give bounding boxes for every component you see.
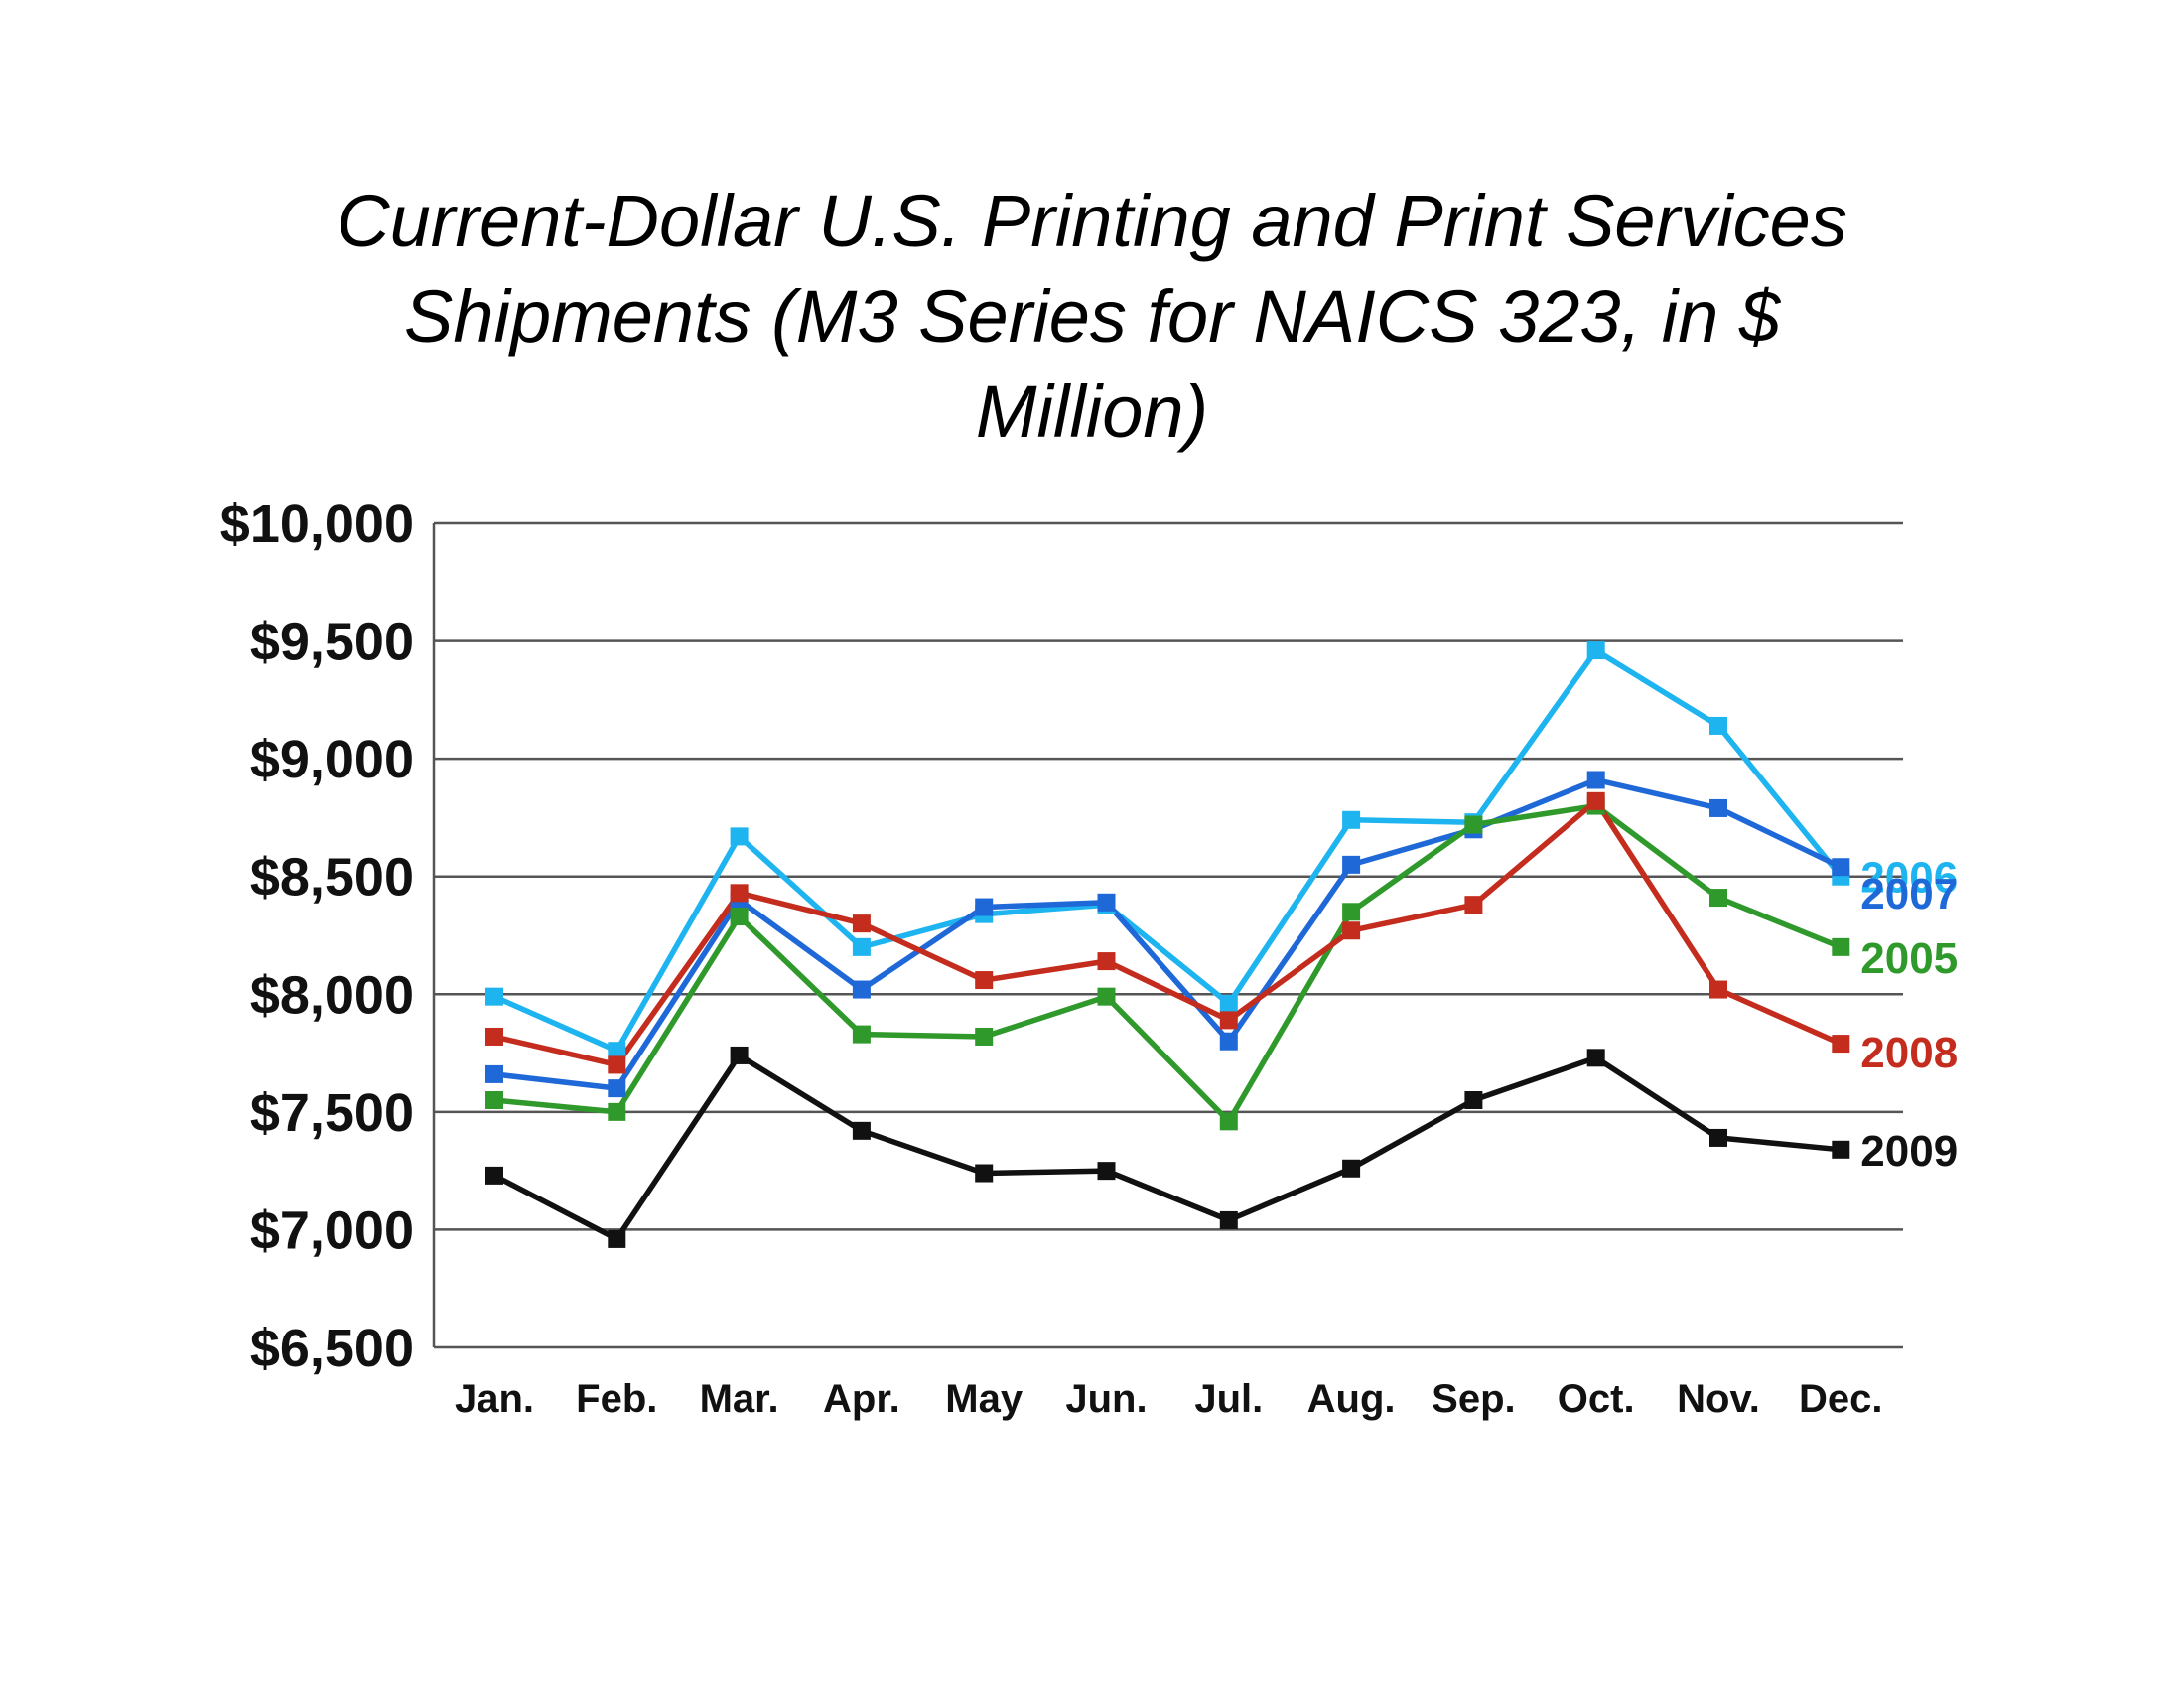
x-tick-label-4: May xyxy=(945,1377,1024,1421)
marker-2007-1 xyxy=(608,1079,626,1098)
marker-2009-10 xyxy=(1709,1128,1727,1147)
marker-2007-4 xyxy=(975,898,994,916)
marker-2006-3 xyxy=(852,937,871,956)
series-lines xyxy=(492,647,1843,1242)
marker-2008-9 xyxy=(1586,791,1605,810)
marker-2006-9 xyxy=(1586,641,1605,660)
marker-2005-3 xyxy=(852,1025,871,1044)
y-axis-ticks: $10,000 $9,500 $9,000 $8,500 $8,000 $7,500 $7,… xyxy=(220,494,414,1378)
marker-2008-0 xyxy=(485,1027,503,1046)
y-tick-label-8500: $8,500 xyxy=(250,848,414,908)
marker-2008-1 xyxy=(608,1055,626,1074)
marker-2005-0 xyxy=(485,1091,503,1109)
marker-2006-10 xyxy=(1709,716,1727,735)
marker-2009-3 xyxy=(852,1121,871,1140)
series-line-2007 xyxy=(493,776,1843,1091)
marker-2005-6 xyxy=(1219,1112,1238,1131)
marker-2009-1 xyxy=(608,1229,626,1248)
marker-2008-6 xyxy=(1219,1011,1238,1030)
marker-2009-8 xyxy=(1464,1091,1483,1109)
marker-2008-8 xyxy=(1464,896,1483,914)
marker-2007-6 xyxy=(1219,1032,1238,1051)
marker-2005-1 xyxy=(608,1102,626,1121)
marker-2005-2 xyxy=(730,908,749,926)
marker-2009-2 xyxy=(730,1046,749,1064)
series-label-2009: 2009 xyxy=(1860,1127,1958,1176)
x-tick-label-0: Jan. xyxy=(455,1377,534,1421)
x-tick-label-2: Mar. xyxy=(700,1377,779,1421)
chart-title-line-2: Shipments (M3 Series for NAICS 323, in $ xyxy=(403,275,1781,357)
y-tick-label-9000: $9,000 xyxy=(250,730,414,789)
chart-title: Current-Dollar U.S. Printing and Print S… xyxy=(159,174,2025,460)
marker-2007-3 xyxy=(852,980,871,999)
series-line-2008 xyxy=(493,798,1843,1068)
marker-2006-1 xyxy=(608,1042,626,1060)
marker-2008-10 xyxy=(1709,980,1727,999)
marker-2007-7 xyxy=(1342,855,1361,874)
x-tick-label-1: Feb. xyxy=(576,1377,657,1421)
marker-2007-10 xyxy=(1709,798,1727,817)
marker-2008-7 xyxy=(1342,921,1361,940)
marker-2009-6 xyxy=(1219,1210,1238,1229)
y-tick-label-9500: $9,500 xyxy=(250,613,414,672)
x-tick-label-7: Aug. xyxy=(1307,1377,1396,1421)
marker-2007-9 xyxy=(1586,771,1605,789)
marker-2009-11 xyxy=(1832,1140,1850,1159)
x-tick-label-8: Sep. xyxy=(1432,1377,1515,1421)
marker-2009-4 xyxy=(975,1164,994,1183)
marker-2005-4 xyxy=(975,1027,994,1046)
marker-2008-11 xyxy=(1832,1035,1850,1054)
marker-2005-8 xyxy=(1464,815,1483,834)
marker-2005-5 xyxy=(1097,987,1116,1006)
marker-2006-2 xyxy=(730,827,749,846)
series-line-2009 xyxy=(492,1053,1842,1242)
series-line-2005 xyxy=(493,802,1843,1125)
series-line-2006 xyxy=(492,647,1843,1054)
y-tick-label-6500: $6,500 xyxy=(250,1319,414,1378)
marker-2005-11 xyxy=(1832,937,1850,956)
x-axis-ticks: Jan. Feb. Mar. Apr. May Jun. Jul. Aug. Sep. Oct. N… xyxy=(455,1377,1883,1421)
y-tick-label-7000: $7,000 xyxy=(250,1200,414,1260)
x-tick-label-3: Apr. xyxy=(823,1377,900,1421)
series-label-2008: 2008 xyxy=(1860,1029,1958,1077)
marker-2006-6 xyxy=(1219,994,1238,1013)
marker-2006-0 xyxy=(485,987,503,1006)
marker-2008-2 xyxy=(730,884,749,903)
marker-2007-11 xyxy=(1832,858,1850,877)
marker-2006-7 xyxy=(1342,810,1361,829)
x-tick-label-9: Oct. xyxy=(1558,1377,1635,1421)
series-label-2005: 2005 xyxy=(1860,934,1958,983)
y-tick-label-8000: $8,000 xyxy=(250,965,414,1025)
marker-2007-0 xyxy=(485,1064,503,1083)
series-label-2007: 2007 xyxy=(1860,870,1958,918)
marker-2009-9 xyxy=(1586,1049,1605,1067)
chart-title-line-1: Current-Dollar U.S. Printing and Print S… xyxy=(337,180,1847,262)
marker-2009-0 xyxy=(485,1166,503,1185)
series-markers xyxy=(485,641,1850,1248)
marker-2005-10 xyxy=(1709,889,1727,908)
y-tick-label-10000: $10,000 xyxy=(220,494,414,554)
chart-title-line-3: Million) xyxy=(975,370,1209,453)
marker-2009-7 xyxy=(1342,1159,1361,1178)
x-tick-label-10: Nov. xyxy=(1677,1377,1760,1421)
y-tick-label-7500: $7,500 xyxy=(250,1083,414,1143)
series-label-2006: 2006 xyxy=(1860,854,1958,903)
marker-2008-5 xyxy=(1097,952,1116,971)
marker-2008-3 xyxy=(852,914,871,933)
x-tick-label-11: Dec. xyxy=(1799,1377,1883,1421)
marker-2007-5 xyxy=(1097,893,1116,912)
marker-2009-5 xyxy=(1097,1162,1116,1181)
x-tick-label-5: Jun. xyxy=(1065,1377,1147,1421)
x-tick-label-6: Jul. xyxy=(1194,1377,1263,1421)
marker-2008-4 xyxy=(975,971,994,990)
marker-2005-7 xyxy=(1342,903,1361,921)
